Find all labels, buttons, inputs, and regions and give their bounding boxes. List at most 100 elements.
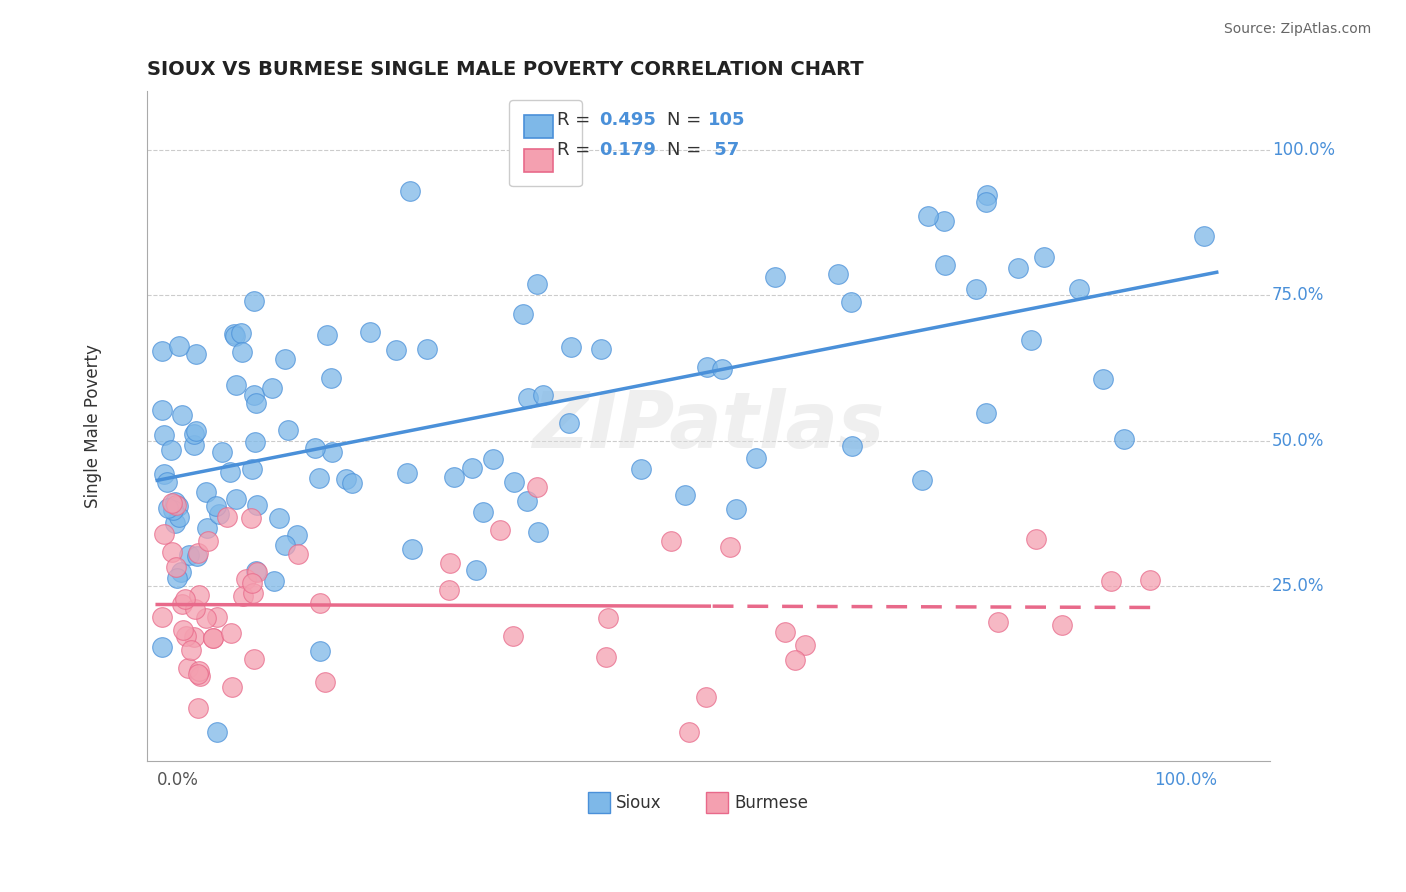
Point xyxy=(461,460,484,475)
Point xyxy=(188,588,211,602)
Point xyxy=(153,527,176,541)
Point xyxy=(1112,432,1135,446)
Point xyxy=(174,591,197,606)
Text: Sioux: Sioux xyxy=(616,794,662,812)
Point xyxy=(188,664,211,678)
Point xyxy=(560,340,582,354)
Point xyxy=(911,474,934,488)
Point xyxy=(225,491,247,506)
Point xyxy=(152,428,174,442)
Point xyxy=(172,623,194,637)
Point xyxy=(1007,261,1029,276)
Point xyxy=(152,343,174,358)
Point xyxy=(187,667,209,681)
Point xyxy=(186,549,208,563)
Point xyxy=(174,629,197,643)
Point xyxy=(179,643,201,657)
Point xyxy=(194,485,217,500)
Text: 105: 105 xyxy=(709,112,745,129)
Point xyxy=(172,597,194,611)
Point xyxy=(183,630,205,644)
Point xyxy=(839,294,862,309)
Text: R =: R = xyxy=(557,141,589,159)
Point xyxy=(1139,573,1161,587)
Point xyxy=(696,359,718,374)
Point xyxy=(695,690,717,704)
Legend: , : , xyxy=(509,100,582,186)
Point xyxy=(630,461,652,475)
Point xyxy=(245,396,267,410)
Point xyxy=(184,425,207,439)
Point xyxy=(399,184,422,198)
Point xyxy=(974,406,997,420)
Point xyxy=(1033,250,1056,264)
Point xyxy=(231,344,253,359)
Point xyxy=(965,282,987,296)
Point xyxy=(443,470,465,484)
Point xyxy=(208,508,231,522)
Text: 75.0%: 75.0% xyxy=(1272,286,1324,304)
Text: 100.0%: 100.0% xyxy=(1272,141,1334,159)
Point xyxy=(526,524,548,539)
Point xyxy=(177,661,200,675)
Point xyxy=(934,258,956,272)
Text: 0.179: 0.179 xyxy=(599,141,657,159)
Point xyxy=(205,724,228,739)
Text: N =: N = xyxy=(666,141,700,159)
Point xyxy=(273,538,295,552)
Point xyxy=(678,724,700,739)
Point xyxy=(1099,574,1122,588)
Text: 0.495: 0.495 xyxy=(599,112,657,129)
Point xyxy=(187,546,209,560)
Point xyxy=(1019,333,1042,347)
Point xyxy=(932,213,955,227)
Text: R =: R = xyxy=(557,112,589,129)
Point xyxy=(591,342,613,356)
Text: Source: ZipAtlas.com: Source: ZipAtlas.com xyxy=(1223,22,1371,37)
Point xyxy=(502,629,524,643)
Point xyxy=(243,651,266,665)
Point xyxy=(285,528,308,542)
Point xyxy=(976,194,998,209)
Text: SIOUX VS BURMESE SINGLE MALE POVERTY CORRELATION CHART: SIOUX VS BURMESE SINGLE MALE POVERTY COR… xyxy=(146,60,863,78)
Point xyxy=(827,267,849,281)
Point xyxy=(321,444,343,458)
Text: N =: N = xyxy=(666,112,700,129)
Text: 100.0%: 100.0% xyxy=(1154,772,1216,789)
Point xyxy=(517,391,540,405)
Point xyxy=(172,408,194,422)
Point xyxy=(160,496,183,510)
Point xyxy=(166,571,188,585)
Point xyxy=(319,370,342,384)
Point xyxy=(187,701,209,715)
Point xyxy=(396,467,419,481)
Point xyxy=(167,509,190,524)
Point xyxy=(917,209,939,223)
Point xyxy=(309,596,332,610)
Point xyxy=(184,347,207,361)
Point xyxy=(242,585,264,599)
Point xyxy=(359,326,381,340)
Point xyxy=(1050,618,1073,632)
Point xyxy=(167,339,190,353)
Text: ZIPatlas: ZIPatlas xyxy=(531,388,884,464)
Point xyxy=(170,566,193,580)
Point xyxy=(512,307,534,321)
Point xyxy=(287,547,309,561)
Point xyxy=(1192,229,1215,244)
Point xyxy=(194,610,217,624)
Point xyxy=(841,440,863,454)
Point xyxy=(165,516,187,531)
Text: 57: 57 xyxy=(709,141,740,159)
Point xyxy=(243,434,266,449)
Point xyxy=(718,540,741,554)
Point xyxy=(202,632,225,646)
Point xyxy=(245,566,267,580)
Point xyxy=(595,649,617,664)
Point xyxy=(596,610,619,624)
Point xyxy=(240,575,263,590)
Point xyxy=(245,564,267,578)
Point xyxy=(162,503,184,517)
Point xyxy=(167,499,190,513)
Point xyxy=(224,329,246,343)
